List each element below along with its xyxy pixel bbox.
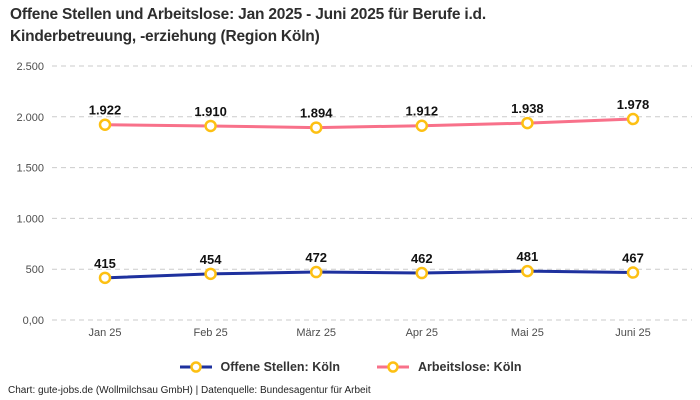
x-axis-tick-label: März 25 xyxy=(296,327,336,339)
data-point[interactable] xyxy=(204,267,217,281)
legend-label-arbeitslose: Arbeitslose: Köln xyxy=(417,360,522,374)
data-point[interactable] xyxy=(626,266,640,279)
data-point[interactable] xyxy=(415,119,429,132)
legend-marker-icon xyxy=(189,361,202,373)
attribution-text: Chart: gute-jobs.de (Wollmilchsau GmbH) … xyxy=(8,385,371,396)
chart-title-line1: Offene Stellen und Arbeitslose: Jan 2025… xyxy=(10,6,486,23)
x-axis-tick-label: Juni 25 xyxy=(615,327,650,339)
data-point[interactable] xyxy=(204,119,217,133)
data-point-label: 454 xyxy=(200,252,222,267)
data-point-label: 462 xyxy=(411,251,433,266)
data-point-label: 415 xyxy=(94,256,116,271)
data-point[interactable] xyxy=(309,121,323,134)
legend-marker-icon xyxy=(387,361,399,373)
x-axis-tick-label: Mai 25 xyxy=(511,327,544,339)
data-point[interactable] xyxy=(521,116,534,130)
x-axis-tick-label: Apr 25 xyxy=(406,327,438,339)
series-line-1 xyxy=(103,117,635,130)
y-axis-tick-label: 2.500 xyxy=(16,61,44,73)
x-axis-tick-label: Feb 25 xyxy=(193,327,227,339)
series-line-0 xyxy=(103,269,635,280)
data-point[interactable] xyxy=(415,266,429,280)
y-axis-tick-label: 1.000 xyxy=(16,213,44,225)
data-point[interactable] xyxy=(98,271,112,285)
legend: Offene Stellen: Köln Arbeitslose: Köln xyxy=(0,360,700,374)
y-axis-tick-label: 1.500 xyxy=(16,163,44,175)
line-marker-icon xyxy=(179,361,212,373)
plot-area: 0,00 500 1.000 1.500 2.000 2.500 Jan 25 Feb 25 M… xyxy=(16,61,692,339)
data-point-label: 1.978 xyxy=(617,97,650,112)
data-point-label: 1.912 xyxy=(406,104,439,119)
data-point-label: 481 xyxy=(517,249,539,264)
data-point-label: 1.894 xyxy=(300,106,333,121)
data-point[interactable] xyxy=(309,265,323,279)
legend-item-arbeitslose[interactable]: Arbeitslose: Köln xyxy=(376,360,522,374)
data-point[interactable] xyxy=(626,112,640,126)
y-axis-tick-label: 500 xyxy=(26,264,44,276)
data-point-label: 472 xyxy=(305,250,327,265)
legend-label-offene-stellen: Offene Stellen: Köln xyxy=(220,360,340,374)
data-point-label: 467 xyxy=(622,251,644,266)
line-marker-icon xyxy=(376,361,409,373)
data-point-label: 1.910 xyxy=(194,104,227,119)
data-point-label: 1.922 xyxy=(89,103,122,118)
legend-item-offene-stellen[interactable]: Offene Stellen: Köln xyxy=(179,360,340,374)
chart-title-line2: Kinderbetreuung, -erziehung (Region Köln… xyxy=(10,27,320,45)
data-point[interactable] xyxy=(98,118,112,131)
x-axis-tick-label: Jan 25 xyxy=(88,327,121,339)
y-axis-tick-label: 0,00 xyxy=(23,315,44,327)
data-point-label: 1.938 xyxy=(511,101,544,116)
data-point[interactable] xyxy=(521,264,534,278)
y-axis-tick-label: 2.000 xyxy=(16,112,44,124)
chart-title: Offene Stellen und Arbeitslose: Jan 2025… xyxy=(10,4,486,47)
